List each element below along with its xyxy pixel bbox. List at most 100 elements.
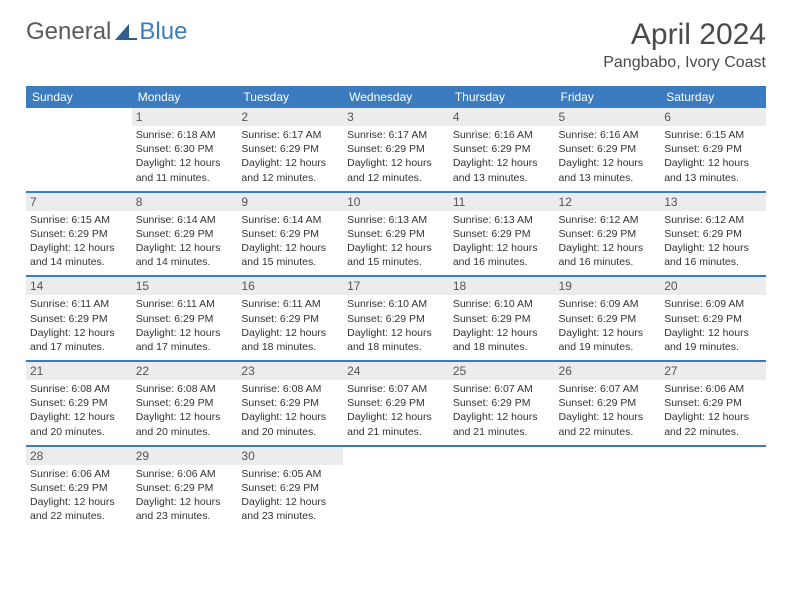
calendar-cell: 5Sunrise: 6:16 AMSunset: 6:29 PMDaylight… xyxy=(555,108,661,192)
calendar-cell: 15Sunrise: 6:11 AMSunset: 6:29 PMDayligh… xyxy=(132,276,238,361)
calendar-cell: 8Sunrise: 6:14 AMSunset: 6:29 PMDaylight… xyxy=(132,192,238,277)
cell-sunrise: Sunrise: 6:17 AM xyxy=(347,128,445,142)
day-number: 25 xyxy=(449,362,555,380)
day-number: 17 xyxy=(343,277,449,295)
calendar-cell: 11Sunrise: 6:13 AMSunset: 6:29 PMDayligh… xyxy=(449,192,555,277)
day-number xyxy=(555,447,661,451)
dow-tuesday: Tuesday xyxy=(237,86,343,108)
cell-sunset: Sunset: 6:29 PM xyxy=(241,396,339,410)
dow-friday: Friday xyxy=(555,86,661,108)
day-number: 19 xyxy=(555,277,661,295)
cell-sunrise: Sunrise: 6:16 AM xyxy=(453,128,551,142)
cell-daylight: Daylight: 12 hours and 13 minutes. xyxy=(664,156,762,184)
calendar-cell: 21Sunrise: 6:08 AMSunset: 6:29 PMDayligh… xyxy=(26,361,132,446)
calendar-cell xyxy=(449,446,555,530)
cell-daylight: Daylight: 12 hours and 23 minutes. xyxy=(241,495,339,523)
cell-daylight: Daylight: 12 hours and 19 minutes. xyxy=(559,326,657,354)
day-of-week-row: Sunday Monday Tuesday Wednesday Thursday… xyxy=(26,86,766,108)
cell-sunset: Sunset: 6:29 PM xyxy=(347,396,445,410)
cell-daylight: Daylight: 12 hours and 12 minutes. xyxy=(347,156,445,184)
day-number: 18 xyxy=(449,277,555,295)
cell-daylight: Daylight: 12 hours and 17 minutes. xyxy=(136,326,234,354)
cell-daylight: Daylight: 12 hours and 20 minutes. xyxy=(136,410,234,438)
cell-daylight: Daylight: 12 hours and 18 minutes. xyxy=(241,326,339,354)
cell-daylight: Daylight: 12 hours and 16 minutes. xyxy=(559,241,657,269)
cell-sunset: Sunset: 6:29 PM xyxy=(664,142,762,156)
title-block: April 2024 Pangbabo, Ivory Coast xyxy=(603,18,766,72)
brand-sail-icon xyxy=(115,24,137,40)
cell-sunset: Sunset: 6:29 PM xyxy=(136,227,234,241)
cell-sunrise: Sunrise: 6:10 AM xyxy=(453,297,551,311)
day-number: 1 xyxy=(132,108,238,126)
calendar-cell: 23Sunrise: 6:08 AMSunset: 6:29 PMDayligh… xyxy=(237,361,343,446)
cell-sunset: Sunset: 6:29 PM xyxy=(664,227,762,241)
day-number: 28 xyxy=(26,447,132,465)
calendar-cell: 9Sunrise: 6:14 AMSunset: 6:29 PMDaylight… xyxy=(237,192,343,277)
cell-daylight: Daylight: 12 hours and 15 minutes. xyxy=(241,241,339,269)
day-number: 7 xyxy=(26,193,132,211)
day-number: 8 xyxy=(132,193,238,211)
cell-daylight: Daylight: 12 hours and 22 minutes. xyxy=(664,410,762,438)
calendar-week: 7Sunrise: 6:15 AMSunset: 6:29 PMDaylight… xyxy=(26,192,766,277)
cell-daylight: Daylight: 12 hours and 20 minutes. xyxy=(241,410,339,438)
cell-sunset: Sunset: 6:29 PM xyxy=(559,142,657,156)
cell-sunset: Sunset: 6:29 PM xyxy=(136,312,234,326)
cell-sunrise: Sunrise: 6:07 AM xyxy=(559,382,657,396)
cell-sunrise: Sunrise: 6:09 AM xyxy=(559,297,657,311)
cell-daylight: Daylight: 12 hours and 14 minutes. xyxy=(30,241,128,269)
calendar-cell: 17Sunrise: 6:10 AMSunset: 6:29 PMDayligh… xyxy=(343,276,449,361)
cell-sunrise: Sunrise: 6:17 AM xyxy=(241,128,339,142)
cell-daylight: Daylight: 12 hours and 17 minutes. xyxy=(30,326,128,354)
cell-daylight: Daylight: 12 hours and 18 minutes. xyxy=(347,326,445,354)
day-number: 10 xyxy=(343,193,449,211)
day-number: 12 xyxy=(555,193,661,211)
cell-daylight: Daylight: 12 hours and 13 minutes. xyxy=(453,156,551,184)
day-number: 29 xyxy=(132,447,238,465)
calendar-cell: 27Sunrise: 6:06 AMSunset: 6:29 PMDayligh… xyxy=(660,361,766,446)
calendar-cell: 7 Sunrise: 6:15 AMSunset: 6:29 PMDaylight… xyxy=(26,192,132,277)
calendar-cell: 6Sunrise: 6:15 AMSunset: 6:29 PMDaylight… xyxy=(660,108,766,192)
calendar-cell: 13Sunrise: 6:12 AMSunset: 6:29 PMDayligh… xyxy=(660,192,766,277)
calendar-cell: 24Sunrise: 6:07 AMSunset: 6:29 PMDayligh… xyxy=(343,361,449,446)
cell-sunrise: Sunrise: 6:09 AM xyxy=(664,297,762,311)
day-number: 21 xyxy=(26,362,132,380)
cell-sunrise: Sunrise: 6:08 AM xyxy=(136,382,234,396)
calendar-cell: 2Sunrise: 6:17 AMSunset: 6:29 PMDaylight… xyxy=(237,108,343,192)
dow-thursday: Thursday xyxy=(449,86,555,108)
day-number: 2 xyxy=(237,108,343,126)
calendar-week: 21Sunrise: 6:08 AMSunset: 6:29 PMDayligh… xyxy=(26,361,766,446)
cell-daylight: Daylight: 12 hours and 16 minutes. xyxy=(453,241,551,269)
cell-sunrise: Sunrise: 6:08 AM xyxy=(241,382,339,396)
cell-sunrise: Sunrise: 6:15 AM xyxy=(30,213,128,227)
cell-sunrise: Sunrise: 6:11 AM xyxy=(241,297,339,311)
cell-daylight: Daylight: 12 hours and 16 minutes. xyxy=(664,241,762,269)
calendar-cell xyxy=(555,446,661,530)
cell-daylight: Daylight: 12 hours and 11 minutes. xyxy=(136,156,234,184)
cell-sunset: Sunset: 6:29 PM xyxy=(241,142,339,156)
day-number xyxy=(343,447,449,451)
cell-sunset: Sunset: 6:29 PM xyxy=(347,312,445,326)
day-number: 13 xyxy=(660,193,766,211)
day-number: 9 xyxy=(237,193,343,211)
calendar-cell: 26Sunrise: 6:07 AMSunset: 6:29 PMDayligh… xyxy=(555,361,661,446)
calendar-cell: 22Sunrise: 6:08 AMSunset: 6:29 PMDayligh… xyxy=(132,361,238,446)
cell-daylight: Daylight: 12 hours and 13 minutes. xyxy=(559,156,657,184)
cell-sunset: Sunset: 6:29 PM xyxy=(241,312,339,326)
cell-sunset: Sunset: 6:30 PM xyxy=(136,142,234,156)
cell-daylight: Daylight: 12 hours and 14 minutes. xyxy=(136,241,234,269)
cell-sunset: Sunset: 6:29 PM xyxy=(559,396,657,410)
day-number: 15 xyxy=(132,277,238,295)
header: General Blue April 2024 Pangbabo, Ivory … xyxy=(26,18,766,72)
day-number: 5 xyxy=(555,108,661,126)
day-number: 20 xyxy=(660,277,766,295)
day-number: 30 xyxy=(237,447,343,465)
cell-sunset: Sunset: 6:29 PM xyxy=(30,227,128,241)
cell-sunrise: Sunrise: 6:06 AM xyxy=(664,382,762,396)
calendar-cell: 12Sunrise: 6:12 AMSunset: 6:29 PMDayligh… xyxy=(555,192,661,277)
calendar-cell xyxy=(660,446,766,530)
cell-daylight: Daylight: 12 hours and 22 minutes. xyxy=(30,495,128,523)
cell-sunset: Sunset: 6:29 PM xyxy=(453,227,551,241)
cell-sunset: Sunset: 6:29 PM xyxy=(30,396,128,410)
calendar-cell xyxy=(26,108,132,192)
day-number: 26 xyxy=(555,362,661,380)
